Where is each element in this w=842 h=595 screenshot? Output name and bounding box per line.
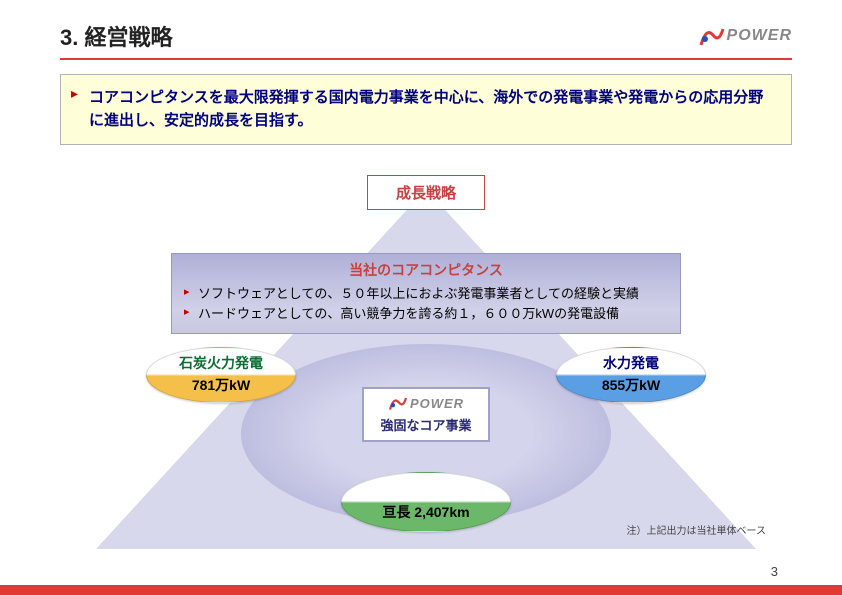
jpower-logo-icon bbox=[388, 395, 408, 411]
page-number: 3 bbox=[771, 564, 778, 579]
node-trans-value: 亘長 2,407km bbox=[382, 502, 469, 522]
node-coal: 石炭火力発電 781万kW bbox=[146, 347, 296, 403]
node-transmission: 送変電設備 亘長 2,407km bbox=[341, 472, 511, 532]
strategy-diagram: 成長戦略 当社のコアコンピタンス ソフトウェアとしての、５０年以上におよぶ発電事… bbox=[86, 169, 766, 549]
logo-text: POWER bbox=[727, 27, 792, 45]
node-hydro-value: 855万kW bbox=[602, 375, 660, 395]
node-trans-title: 送変電設備 bbox=[391, 480, 461, 500]
node-coal-title: 石炭火力発電 bbox=[179, 353, 263, 373]
growth-strategy-box: 成長戦略 bbox=[367, 175, 485, 210]
core-competence-box: 当社のコアコンピタンス ソフトウェアとしての、５０年以上におよぶ発電事業者として… bbox=[171, 253, 681, 334]
core-logo-text: POWER bbox=[410, 396, 464, 411]
slide-header: 3. 経営戦略 POWER bbox=[60, 20, 792, 60]
slide-title: 3. 経営戦略 bbox=[60, 20, 172, 52]
core-label: 強固なコア事業 bbox=[366, 415, 486, 434]
node-hydro-title: 水力発電 bbox=[603, 353, 659, 373]
core-business-box: POWER 強固なコア事業 bbox=[362, 387, 490, 442]
node-hydro: 水力発電 855万kW bbox=[556, 347, 706, 403]
competence-title: 当社のコアコンピタンス bbox=[184, 260, 668, 280]
jpower-logo-icon bbox=[699, 25, 725, 47]
competence-line-2: ハードウェアとしての、高い競争力を誇る約１，６００万kWの発電設備 bbox=[184, 304, 668, 324]
diagram-footnote: 注）上記出力は当社単体ベース bbox=[627, 522, 767, 537]
bottom-accent-bar bbox=[0, 585, 842, 595]
summary-text: コアコンピタンスを最大限発揮する国内電力事業を中心に、海外での発電事業や発電から… bbox=[89, 87, 775, 132]
core-logo: POWER bbox=[366, 395, 486, 411]
competence-line-1: ソフトウェアとしての、５０年以上におよぶ発電事業者としての経験と実績 bbox=[184, 284, 668, 304]
logo-header: POWER bbox=[699, 25, 792, 47]
node-coal-value: 781万kW bbox=[192, 375, 250, 395]
summary-callout: コアコンピタンスを最大限発揮する国内電力事業を中心に、海外での発電事業や発電から… bbox=[60, 74, 792, 145]
